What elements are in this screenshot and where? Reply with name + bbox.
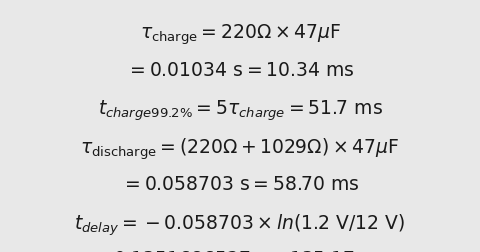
- Text: $t_{charge99.2\%} = 5\tau_{charge} = 51.7\ \mathrm{ms}$: $t_{charge99.2\%} = 5\tau_{charge} = 51.…: [97, 98, 383, 123]
- Text: $\tau_{\mathrm{discharge}} = (220\Omega + 1029\Omega) \times 47\mu\mathrm{F}$: $\tau_{\mathrm{discharge}} = (220\Omega …: [81, 136, 399, 162]
- Text: $= 0.01034\ \mathrm{s} = 10.34\ \mathrm{ms}$: $= 0.01034\ \mathrm{s} = 10.34\ \mathrm{…: [126, 60, 354, 79]
- Text: $\tau_{\mathrm{charge}} = 220\Omega \times 47\mu\mathrm{F}$: $\tau_{\mathrm{charge}} = 220\Omega \tim…: [140, 23, 340, 47]
- Text: $= 0.1351686527\ \mathrm{s} = 135.17\ \mathrm{ms}$: $= 0.1351686527\ \mathrm{s} = 135.17\ \m…: [90, 249, 390, 252]
- Text: $t_{delay} = -0.058703 \times \mathit{ln}(1.2\ \mathrm{V}/12\ \mathrm{V})$: $t_{delay} = -0.058703 \times \mathit{ln…: [74, 212, 406, 237]
- Text: $= 0.058703\ \mathrm{s} = 58.70\ \mathrm{ms}$: $= 0.058703\ \mathrm{s} = 58.70\ \mathrm…: [120, 174, 360, 193]
